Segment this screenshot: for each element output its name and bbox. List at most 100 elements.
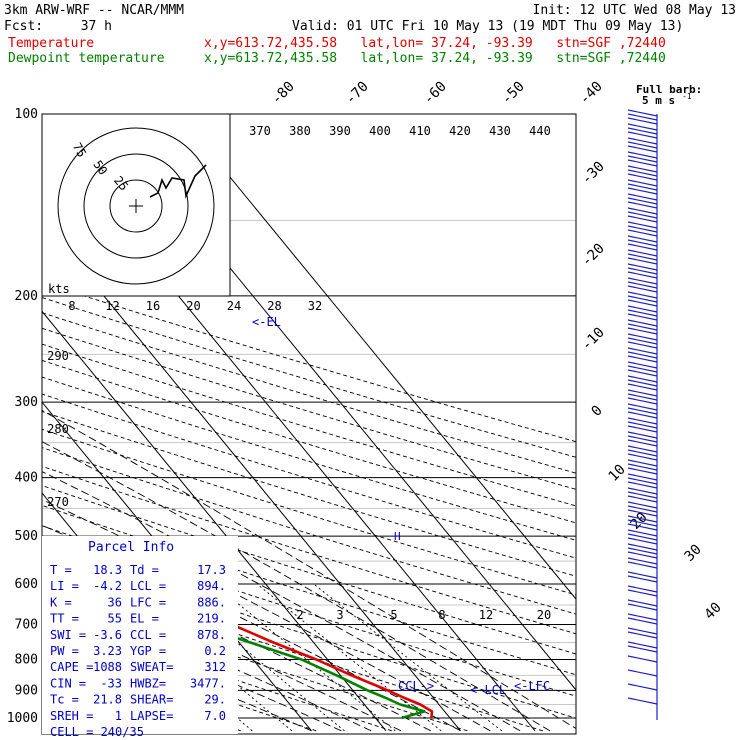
- barb-flag: [627, 193, 658, 201]
- parcel-info-title: Parcel Info: [88, 540, 174, 555]
- lfc-annotation: <-LFC: [514, 679, 550, 693]
- barb-flag: [627, 379, 658, 387]
- isotherm-label-30: 30: [682, 542, 705, 565]
- pressure-label-100: 100: [15, 107, 38, 122]
- wind-barb: [627, 459, 658, 475]
- pressure-label-400: 400: [15, 471, 38, 486]
- parcel-label: SWEAT=: [130, 660, 173, 674]
- barb-flag: [627, 523, 658, 531]
- barb-flag: [627, 683, 658, 691]
- wind-barb: [627, 515, 658, 531]
- barb-flag: [627, 197, 658, 205]
- barb-flag: [627, 547, 658, 555]
- parcel-value: -4.2: [93, 579, 122, 593]
- wind-barb: [627, 263, 658, 279]
- barb-flag: [627, 551, 658, 559]
- wind-barb: [627, 683, 658, 691]
- barb-flag: [627, 183, 658, 191]
- forecast-label: Fcst:: [4, 19, 44, 34]
- barb-flag: [627, 473, 658, 481]
- hodograph-units: kts: [48, 282, 70, 296]
- wind-barb: [627, 613, 658, 625]
- barb-flag: [627, 319, 658, 327]
- barb-flag: [627, 215, 658, 223]
- barb-flag: [627, 509, 658, 517]
- barb-flag: [627, 243, 658, 251]
- barb-flag: [627, 463, 658, 471]
- hodograph-speed-label-28: 28: [267, 299, 281, 313]
- barb-flag: [627, 445, 658, 453]
- barb-flag: [627, 417, 658, 425]
- hodograph-speed-label-8: 8: [68, 299, 75, 313]
- barb-flag: [627, 313, 658, 321]
- barb-flag: [627, 557, 658, 565]
- barb-flag: [627, 155, 658, 163]
- barb-flag: [627, 449, 658, 457]
- parcel-label: TT =: [50, 612, 79, 626]
- barb-flag: [627, 411, 658, 419]
- barb-flag: [627, 263, 658, 271]
- barb-flag: [627, 281, 658, 289]
- wind-barb: [627, 473, 658, 489]
- wind-barb: [627, 165, 658, 181]
- isotherm-label--50: -50: [499, 79, 528, 108]
- parcel-value: 3477.: [190, 676, 226, 690]
- barb-flag: [627, 491, 658, 499]
- barb-flag: [627, 201, 658, 209]
- barb-flag: [627, 309, 658, 317]
- wind-barb: [627, 249, 658, 265]
- barb-flag: [627, 123, 658, 131]
- wind-barb: [627, 655, 658, 663]
- wind-barb: [627, 361, 658, 377]
- barb-flag: [627, 529, 658, 537]
- theta-label-380: 380: [289, 124, 311, 138]
- barb-flag: [627, 561, 658, 569]
- isotherm-label--80: -80: [269, 79, 298, 108]
- pressure-label-200: 200: [15, 289, 38, 304]
- barb-flag: [627, 333, 658, 341]
- isotherm-label--10: -10: [579, 325, 608, 354]
- barb-flag: [627, 207, 658, 215]
- barb-flag: [627, 253, 658, 261]
- barb-flag: [627, 453, 658, 461]
- hodograph-speed-label-32: 32: [308, 299, 322, 313]
- hodograph-ring: [109, 179, 163, 233]
- parcel-label: CIN =: [50, 676, 86, 690]
- barb-flag: [627, 239, 658, 247]
- parcel-value: 312: [204, 660, 226, 674]
- barb-flag: [627, 369, 658, 377]
- barb-flag: [627, 421, 658, 429]
- dewpoint-profile: [42, 584, 426, 720]
- wind-barb: [627, 291, 658, 307]
- wind-barb: [627, 431, 658, 447]
- barb-flag: [627, 481, 658, 489]
- parcel-value: 1: [115, 709, 122, 723]
- barb-flag: [627, 327, 658, 335]
- parcel-label: YGP =: [130, 644, 166, 658]
- theta-label-420: 420: [449, 124, 471, 138]
- barb-flag: [627, 355, 658, 363]
- barb-flag: [627, 389, 658, 397]
- wind-barb: [627, 193, 658, 209]
- barb-flag: [627, 599, 658, 607]
- moist-adiabat: [42, 471, 521, 732]
- isotherm-label--20: -20: [579, 241, 608, 270]
- wind-barb: [627, 109, 658, 125]
- isotherm-label--60: -60: [421, 79, 450, 108]
- barb-flag: [627, 519, 658, 527]
- barb-flag: [627, 211, 658, 219]
- isotherm-label-10: 10: [606, 462, 629, 485]
- isotherm-label-40: 40: [702, 600, 725, 623]
- theta-label-390: 390: [329, 124, 351, 138]
- barb-flag: [627, 501, 658, 509]
- barb-flag: [627, 425, 658, 433]
- valid-time: Valid: 01 UTC Fri 10 May 13 (19 MDT Thu …: [292, 19, 684, 34]
- parcel-value: 21.8: [93, 693, 122, 707]
- barb-flag: [627, 323, 658, 331]
- wind-barb: [627, 529, 658, 545]
- isotherm: [42, 219, 461, 732]
- wind-barb: [627, 669, 658, 677]
- barb-legend-units: 5 m s: [642, 94, 675, 107]
- barb-flag: [627, 131, 658, 139]
- parcel-value: -33: [100, 676, 122, 690]
